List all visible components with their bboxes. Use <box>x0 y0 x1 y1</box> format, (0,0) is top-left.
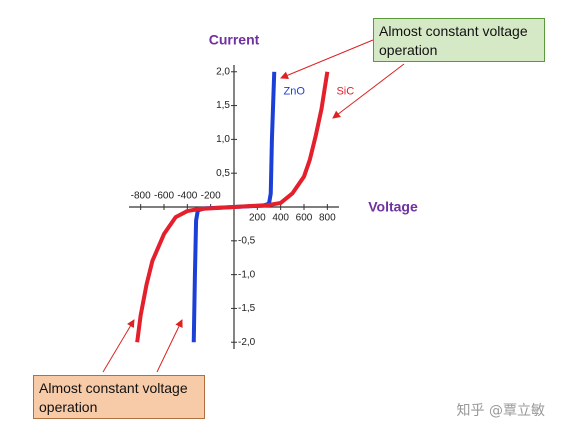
y-tick-label: -1,0 <box>238 269 256 280</box>
y-tick-label: 1,0 <box>216 134 230 145</box>
y-tick-label: -2,0 <box>238 337 256 348</box>
annotation-box: Almost constant voltage operation <box>33 375 205 419</box>
arrow <box>156 319 183 373</box>
watermark: 知乎 @覃立敏 <box>457 402 545 419</box>
series-label: SiC <box>336 86 354 98</box>
x-tick-label: 600 <box>296 213 313 224</box>
x-tick-label: -800 <box>131 191 151 202</box>
arrows <box>102 39 405 373</box>
y-axis-title: Current <box>209 32 260 48</box>
x-axis-title: Voltage <box>368 199 418 215</box>
arrow <box>102 319 135 373</box>
x-tick-label: 400 <box>272 213 289 224</box>
arrow <box>332 63 405 119</box>
x-tick-label: -200 <box>201 191 221 202</box>
x-tick-label: 800 <box>319 213 336 224</box>
y-tick-label: -0,5 <box>238 235 256 246</box>
y-tick-label: 1,5 <box>216 100 230 111</box>
series-label: ZnO <box>284 86 306 98</box>
x-tick-label: -600 <box>154 191 174 202</box>
x-tick-label: -400 <box>177 191 197 202</box>
y-tick-label: 0,5 <box>216 168 230 179</box>
y-tick-label: 2,0 <box>216 66 230 77</box>
annotation-box: Almost constant voltage operation <box>373 18 545 62</box>
series-line <box>135 71 330 343</box>
arrow <box>280 39 374 80</box>
x-tick-label: 200 <box>249 213 266 224</box>
y-tick-label: -1,5 <box>238 303 256 314</box>
